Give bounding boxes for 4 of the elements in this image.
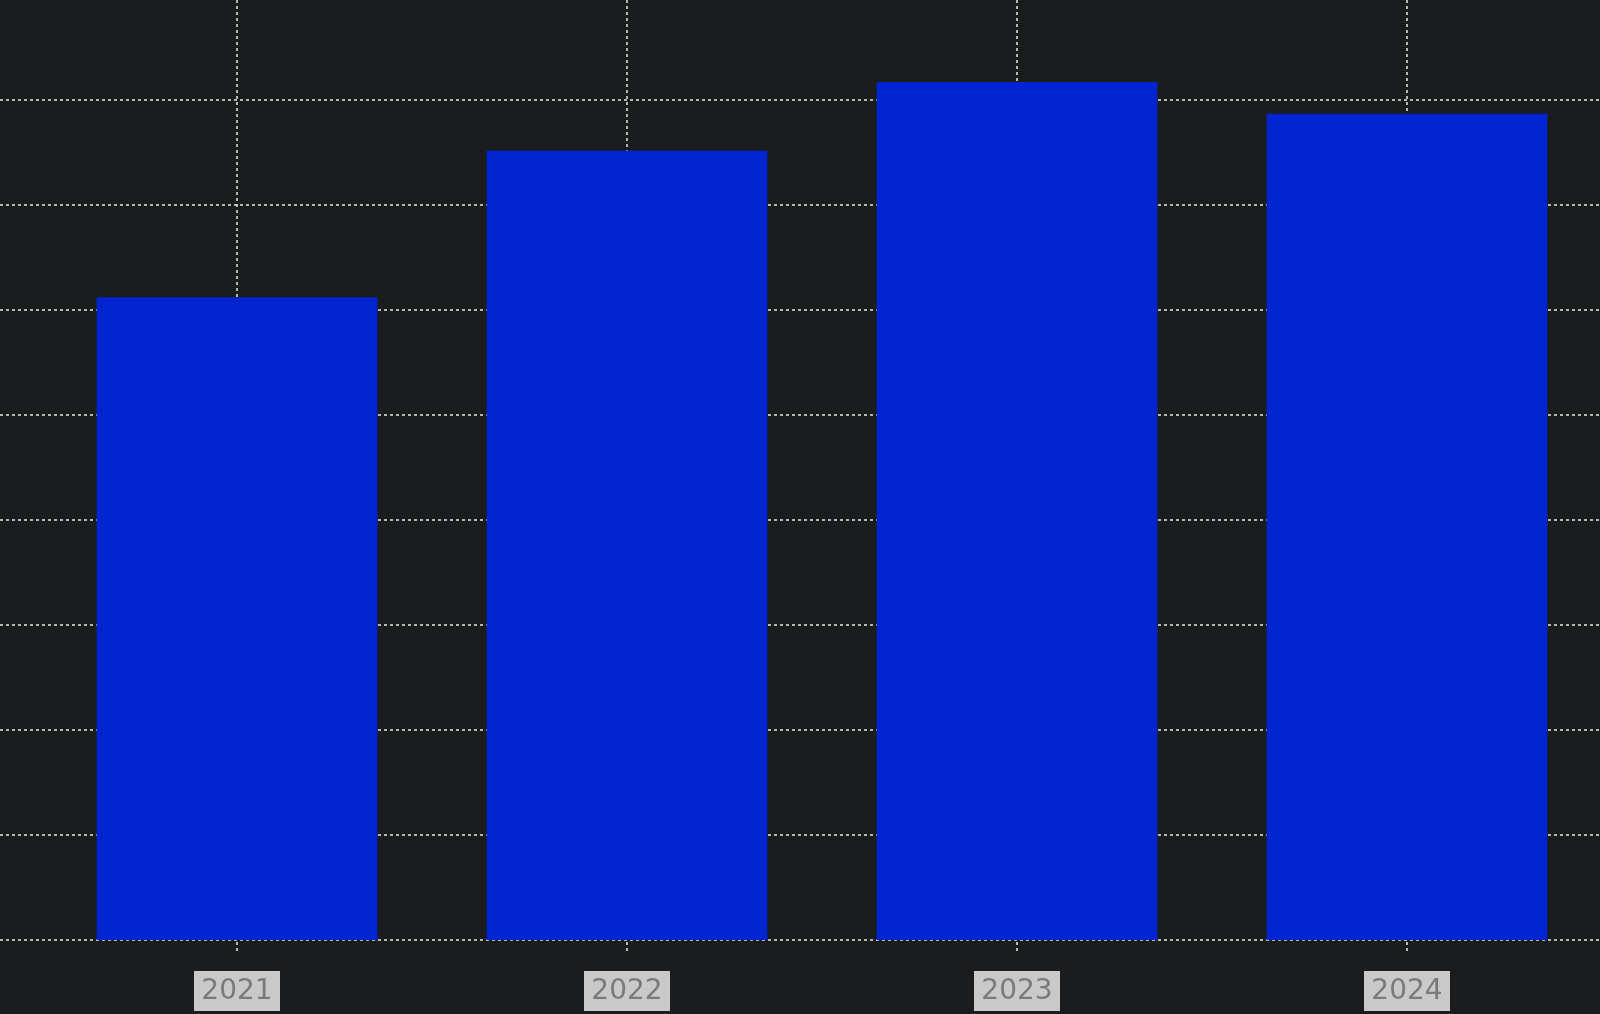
x-tick-label: 2022 [591, 973, 663, 1006]
x-tick-label: 2021 [201, 973, 273, 1006]
x-tick-label: 2023 [981, 973, 1053, 1006]
x-tick-label: 2024 [1371, 973, 1443, 1006]
